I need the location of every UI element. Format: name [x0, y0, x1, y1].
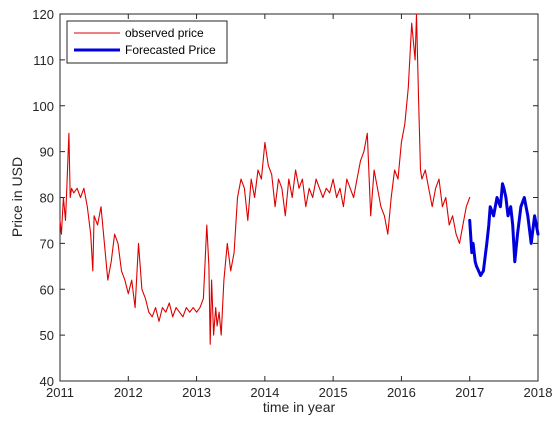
y-tick-label: 120 [32, 7, 54, 22]
plot-area [59, 13, 539, 382]
y-tick-label: 80 [40, 191, 54, 206]
x-tick-label: 2017 [455, 385, 484, 400]
y-tick-label: 60 [40, 282, 54, 297]
legend-label-observed: observed price [125, 26, 204, 40]
x-tick-label: 2014 [250, 385, 279, 400]
legend-box [66, 20, 228, 64]
x-axis-ticks: 2011 2012 2013 2014 2015 2016 2017 2018 [46, 14, 552, 400]
x-tick-label: 2012 [114, 385, 143, 400]
observed-price-line [59, 13, 471, 345]
legend-label-forecast: Forecasted Price [125, 43, 216, 57]
x-tick-label: 2016 [387, 385, 416, 400]
y-tick-label: 100 [32, 99, 54, 114]
legend: observed price Forecasted Price [66, 20, 228, 64]
x-tick-label: 2013 [182, 385, 211, 400]
x-tick-label: 2015 [319, 385, 348, 400]
x-axis-label: time in year [263, 399, 336, 415]
y-axis-label: Price in USD [9, 157, 25, 237]
y-tick-label: 50 [40, 328, 54, 343]
y-tick-label: 40 [40, 374, 54, 389]
x-tick-label: 2011 [46, 385, 74, 400]
forecasted-price-line [468, 182, 540, 277]
x-tick-label: 2018 [524, 385, 553, 400]
y-tick-label: 70 [40, 236, 54, 251]
series-lines [59, 13, 540, 345]
y-tick-label: 110 [33, 53, 54, 68]
y-axis-ticks: 40 50 60 70 80 90 100 110 120 [32, 7, 538, 389]
y-tick-label: 90 [40, 145, 54, 160]
